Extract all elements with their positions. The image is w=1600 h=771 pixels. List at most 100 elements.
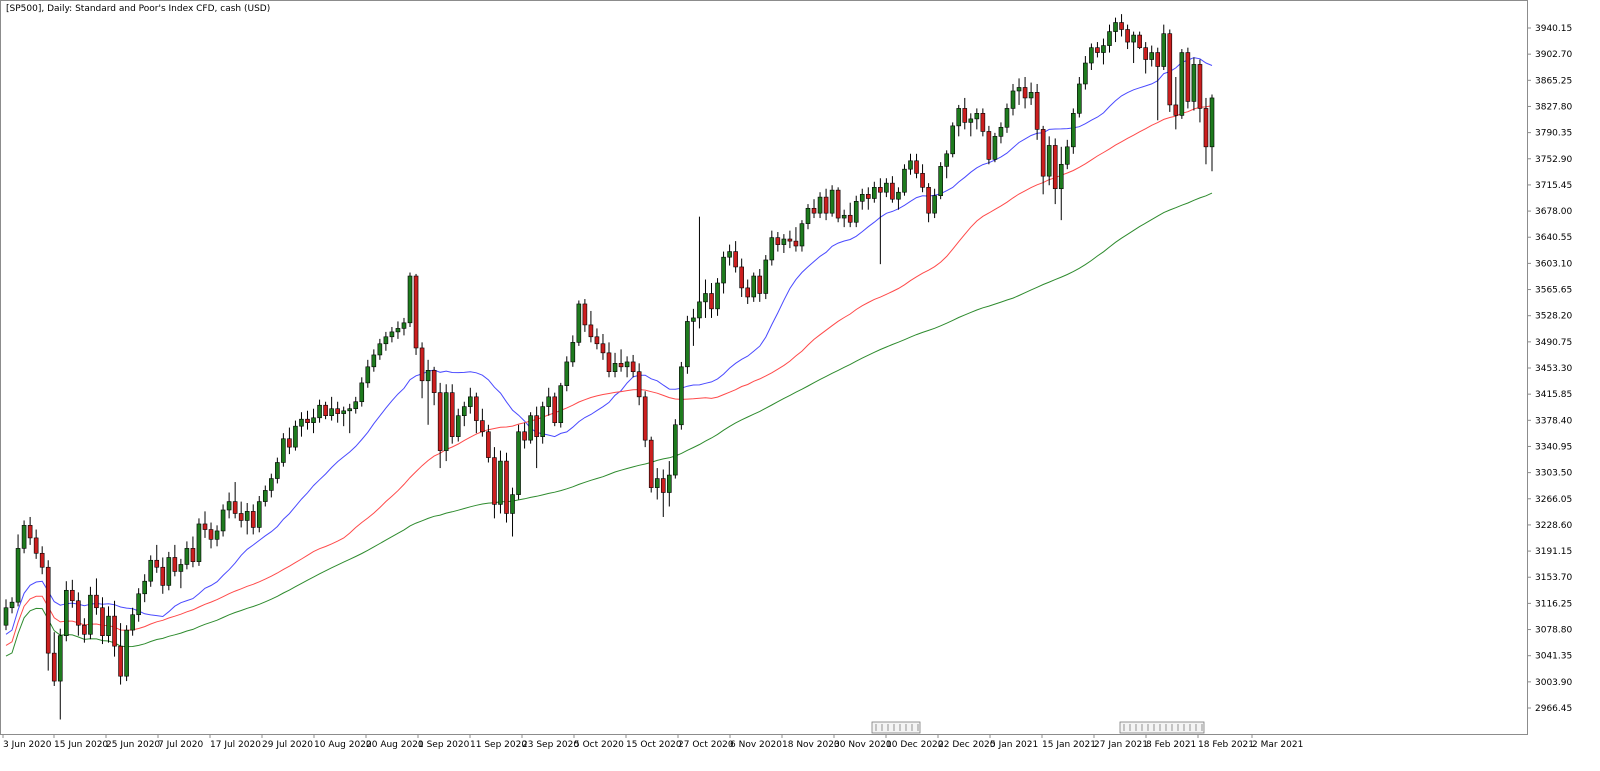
candle <box>407 272 413 328</box>
candle <box>1107 24 1112 53</box>
candle-body <box>232 501 238 514</box>
candle-body <box>745 287 750 298</box>
candle <box>1046 136 1052 186</box>
candle <box>757 269 763 302</box>
candle <box>847 202 853 228</box>
x-tick-label: 10 Dec 2020 <box>886 740 944 750</box>
candle-body <box>287 438 292 448</box>
candle <box>1077 76 1082 118</box>
candle <box>498 450 503 514</box>
candle-body <box>799 223 805 247</box>
candle <box>323 401 328 420</box>
candle-body <box>715 282 720 310</box>
candle-body <box>1161 33 1167 67</box>
candle <box>299 412 304 437</box>
candle <box>612 352 618 378</box>
candle <box>763 255 769 300</box>
moving-averages <box>5 57 1213 657</box>
candle <box>775 232 781 252</box>
candle <box>269 473 274 498</box>
candle-body <box>956 108 962 127</box>
candle <box>654 468 660 500</box>
candle <box>21 520 27 554</box>
candle <box>974 108 980 130</box>
candle <box>492 447 497 519</box>
candle <box>1155 47 1161 121</box>
candle <box>455 408 461 442</box>
candle-body <box>570 342 576 363</box>
candle <box>262 485 268 507</box>
candle-body <box>407 275 413 324</box>
candle-body <box>305 418 310 423</box>
candle-body <box>1203 108 1209 148</box>
candle <box>178 558 184 589</box>
y-tick-label: 3116.25 <box>1535 599 1572 609</box>
y-tick-label: 3191.15 <box>1535 547 1572 557</box>
candle <box>896 187 901 210</box>
candle <box>413 273 419 355</box>
candle <box>865 187 871 210</box>
candle-body <box>938 166 943 197</box>
candle <box>401 317 407 336</box>
candle-body <box>383 336 389 345</box>
candle <box>94 578 99 615</box>
candle <box>745 279 750 304</box>
x-tick-label: 17 Jul 2020 <box>210 740 261 750</box>
candle-body <box>703 293 708 303</box>
candle <box>1173 76 1179 130</box>
candle <box>57 628 63 720</box>
candle-body <box>787 238 793 242</box>
candle <box>383 331 389 351</box>
candle-body <box>1173 104 1179 116</box>
candle-body <box>1058 163 1064 190</box>
candle-body <box>184 548 190 565</box>
candle-body <box>196 523 202 562</box>
candle-body <box>902 168 907 193</box>
x-tick-label: 27 Oct 2020 <box>678 740 734 750</box>
y-tick-label: 3041.35 <box>1535 652 1572 662</box>
candle <box>256 496 262 533</box>
x-tick-label: 1 Sep 2020 <box>418 740 470 750</box>
candle <box>986 125 992 165</box>
candle-body <box>281 438 286 463</box>
candle-body <box>992 136 998 160</box>
y-tick-label: 3078.80 <box>1535 626 1572 636</box>
candle-body <box>1095 47 1100 53</box>
candle <box>950 122 956 158</box>
y-tick-label: 3490.75 <box>1535 338 1572 348</box>
candle-body <box>974 113 980 120</box>
candle-body <box>926 187 931 214</box>
candle <box>811 199 817 219</box>
x-tick-label: 18 Feb 2021 <box>1198 740 1254 750</box>
candle <box>691 308 696 346</box>
candle-body <box>353 401 359 410</box>
candle <box>1010 83 1016 116</box>
candle-body <box>660 478 666 493</box>
y-tick-label: 3303.50 <box>1535 469 1572 479</box>
candle <box>884 178 889 198</box>
candle <box>1185 47 1191 109</box>
candle <box>920 164 925 193</box>
candle-body <box>106 615 111 636</box>
candle-body <box>377 343 383 356</box>
candle-body <box>226 501 232 511</box>
candle <box>739 258 744 297</box>
candle <box>1034 83 1040 140</box>
candle <box>733 241 738 273</box>
candle <box>27 516 33 545</box>
candle-body <box>142 580 147 595</box>
candle <box>275 457 280 484</box>
x-tick-label: 5 Oct 2020 <box>574 740 624 750</box>
candle <box>636 363 642 406</box>
candle <box>45 560 51 671</box>
candle-body <box>654 478 660 488</box>
y-tick-label: 3153.70 <box>1535 573 1572 583</box>
candle <box>1040 125 1046 195</box>
candle-body <box>112 615 117 647</box>
candle-body <box>1191 64 1197 102</box>
candle-body <box>443 392 449 451</box>
candle <box>106 606 111 643</box>
candle-body <box>419 347 425 382</box>
y-tick-label: 3752.90 <box>1535 155 1572 165</box>
